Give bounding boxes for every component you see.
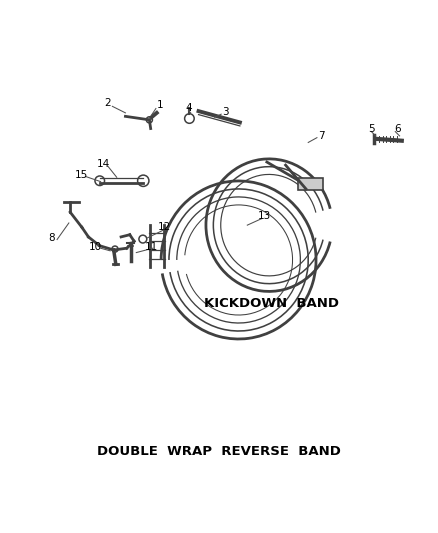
Text: 6: 6 bbox=[394, 124, 401, 134]
Text: 10: 10 bbox=[88, 242, 102, 252]
Text: 12: 12 bbox=[158, 222, 171, 232]
Text: 2: 2 bbox=[105, 98, 111, 108]
Text: DOUBLE  WRAP  REVERSE  BAND: DOUBLE WRAP REVERSE BAND bbox=[97, 445, 341, 458]
Text: 5: 5 bbox=[368, 124, 374, 134]
Text: 8: 8 bbox=[48, 233, 55, 243]
Text: KICKDOWN  BAND: KICKDOWN BAND bbox=[204, 297, 339, 310]
Text: 4: 4 bbox=[185, 103, 192, 112]
Text: 13: 13 bbox=[258, 212, 271, 221]
Bar bbox=[298, 177, 322, 190]
Text: 1: 1 bbox=[157, 100, 163, 110]
Text: 7: 7 bbox=[318, 131, 325, 141]
Text: 14: 14 bbox=[97, 159, 110, 169]
Text: 3: 3 bbox=[222, 107, 229, 117]
Text: 15: 15 bbox=[75, 170, 88, 180]
Text: 11: 11 bbox=[145, 242, 158, 252]
